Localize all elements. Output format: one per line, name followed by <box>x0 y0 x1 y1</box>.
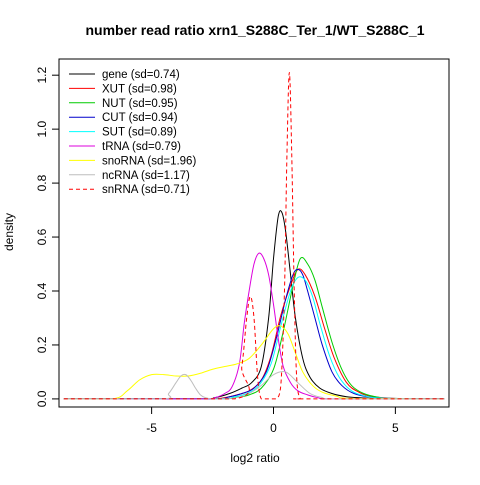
y-tick-label: 1.2 <box>35 67 49 84</box>
legend-label: tRNA (sd=0.79) <box>102 141 181 153</box>
legend-label: XUT (sd=0.98) <box>102 83 177 95</box>
series-line-nut <box>63 256 445 400</box>
legend-label: snRNA (sd=0.71) <box>102 184 190 196</box>
x-tick-label: 0 <box>270 421 277 435</box>
y-tick-label: 0.6 <box>35 228 49 245</box>
series-line-cut <box>63 268 445 400</box>
y-tick-label: 0.8 <box>35 174 49 191</box>
series-line-trna <box>63 252 445 400</box>
y-tick-label: 0.2 <box>35 336 49 353</box>
plot-frame <box>58 58 450 408</box>
legend-label: snoRNA (sd=1.96) <box>102 155 196 167</box>
y-axis-label: density <box>2 213 16 251</box>
legend-label: SUT (sd=0.89) <box>102 127 177 139</box>
legend-label: NUT (sd=0.95) <box>102 98 178 110</box>
legend: gene (sd=0.74) XUT (sd=0.98) NUT (sd=0.95)… <box>69 69 196 196</box>
x-axis-label: log2 ratio <box>230 451 280 465</box>
series-layer <box>63 71 445 400</box>
legend-label: ncRNA (sd=1.17) <box>102 170 190 182</box>
y-tick-label: 1.0 <box>35 120 49 137</box>
series-line-snorna <box>63 325 445 400</box>
y-tick-label: 0.4 <box>35 282 49 299</box>
series-line-gene <box>63 210 445 400</box>
x-tick-label: 5 <box>392 421 399 435</box>
series-line-snrna <box>63 71 445 400</box>
series-line-ncrna <box>63 370 445 400</box>
legend-label: CUT (sd=0.94) <box>102 112 178 124</box>
y-tick-label: 0.0 <box>35 390 49 407</box>
series-line-xut <box>63 268 445 400</box>
axes: -5 0 5 0.0 0.2 0.4 0.6 0.8 1.0 1.2 <box>35 67 399 435</box>
legend-label: gene (sd=0.74) <box>102 69 180 81</box>
chart-title: number read ratio xrn1_S288C_Ter_1/WT_S2… <box>85 22 424 38</box>
series-line-sut <box>63 276 445 400</box>
x-tick-label: -5 <box>146 421 157 435</box>
